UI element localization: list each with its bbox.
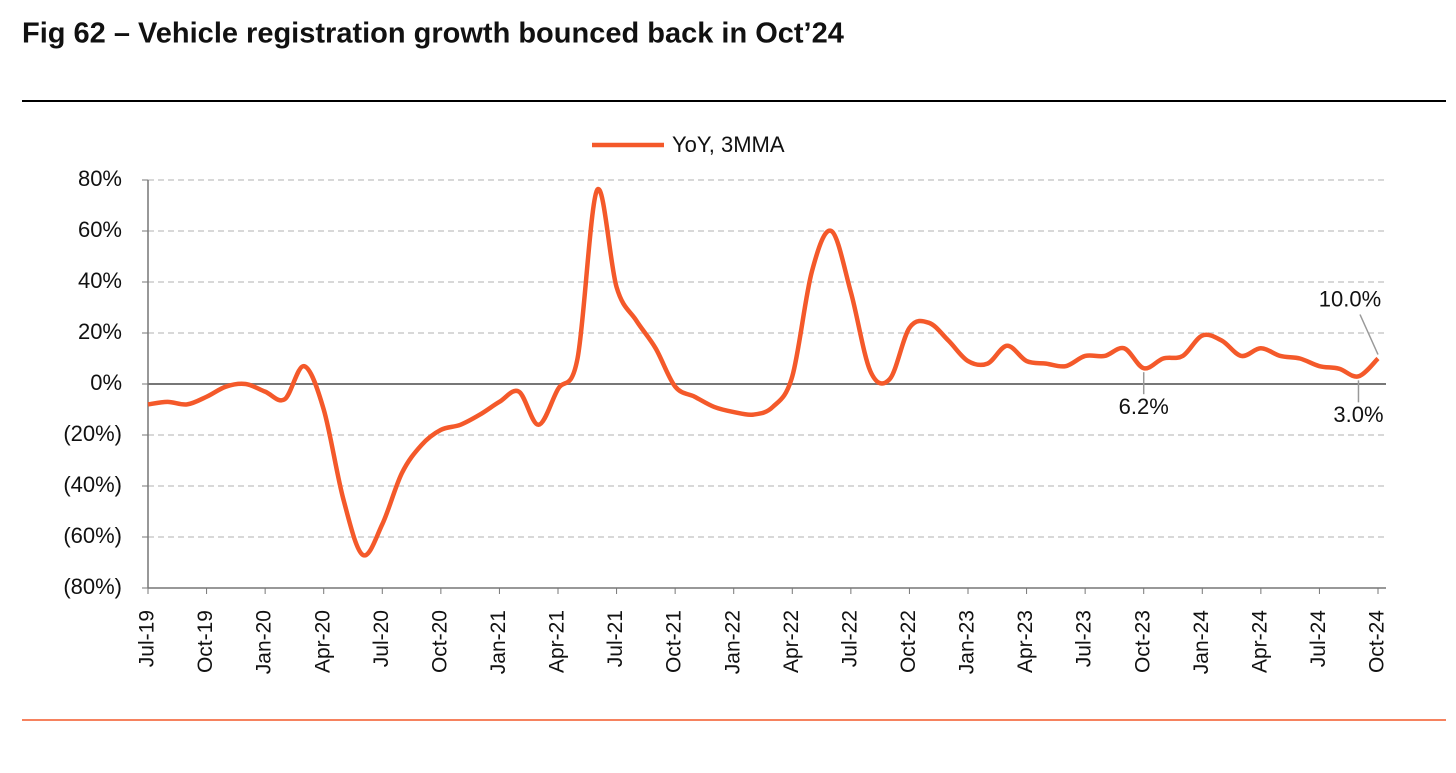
y-tick-label: (60%): [63, 523, 122, 548]
x-tick-label: Oct-22: [897, 610, 920, 673]
x-tick-label: Oct-23: [1131, 610, 1154, 673]
x-tick-label: Apr-21: [546, 610, 569, 673]
data-label: 10.0%: [1319, 286, 1381, 311]
y-tick-label: 40%: [78, 268, 122, 293]
x-tick-label: Jul-20: [370, 610, 393, 667]
y-tick-label: (80%): [63, 574, 122, 599]
x-tick-label: Jan-23: [956, 610, 979, 674]
x-tick-label: Apr-24: [1248, 610, 1271, 673]
label-leader: [1359, 314, 1379, 355]
series-line: [147, 186, 1380, 558]
data-label: 6.2%: [1119, 394, 1169, 419]
x-tick-label: Jul-22: [838, 610, 861, 667]
chart-title: Fig 62 – Vehicle registration growth bou…: [22, 18, 844, 50]
x-tick-label: Apr-20: [311, 610, 334, 673]
x-tick-label: Jul-24: [1307, 610, 1330, 668]
y-tick-label: (20%): [63, 421, 122, 446]
x-tick-label: Oct-19: [194, 610, 217, 673]
x-tick-label: Jan-22: [721, 610, 744, 674]
x-tick-label: Apr-23: [1014, 610, 1037, 673]
x-tick-label: Jan-24: [1190, 610, 1213, 675]
x-tick-label: Jan-20: [253, 610, 276, 674]
y-tick-label: 60%: [78, 217, 122, 242]
x-tick-label: Jul-23: [1073, 610, 1096, 667]
x-tick-label: Oct-21: [663, 610, 686, 673]
x-tick-label: Oct-20: [428, 610, 451, 673]
x-tick-label: Oct-24: [1366, 610, 1389, 673]
x-tick-label: Jul-19: [136, 610, 159, 667]
x-tick-label: Apr-22: [780, 610, 803, 673]
x-tick-label: Jul-21: [604, 610, 627, 667]
y-tick-label: 80%: [78, 166, 122, 191]
legend-label: YoY, 3MMA: [672, 132, 785, 157]
y-tick-label: 20%: [78, 319, 122, 344]
data-label: 3.0%: [1333, 402, 1383, 427]
y-tick-label: 0%: [90, 370, 122, 395]
y-tick-label: (40%): [63, 472, 122, 497]
x-tick-label: Jan-21: [487, 610, 510, 674]
